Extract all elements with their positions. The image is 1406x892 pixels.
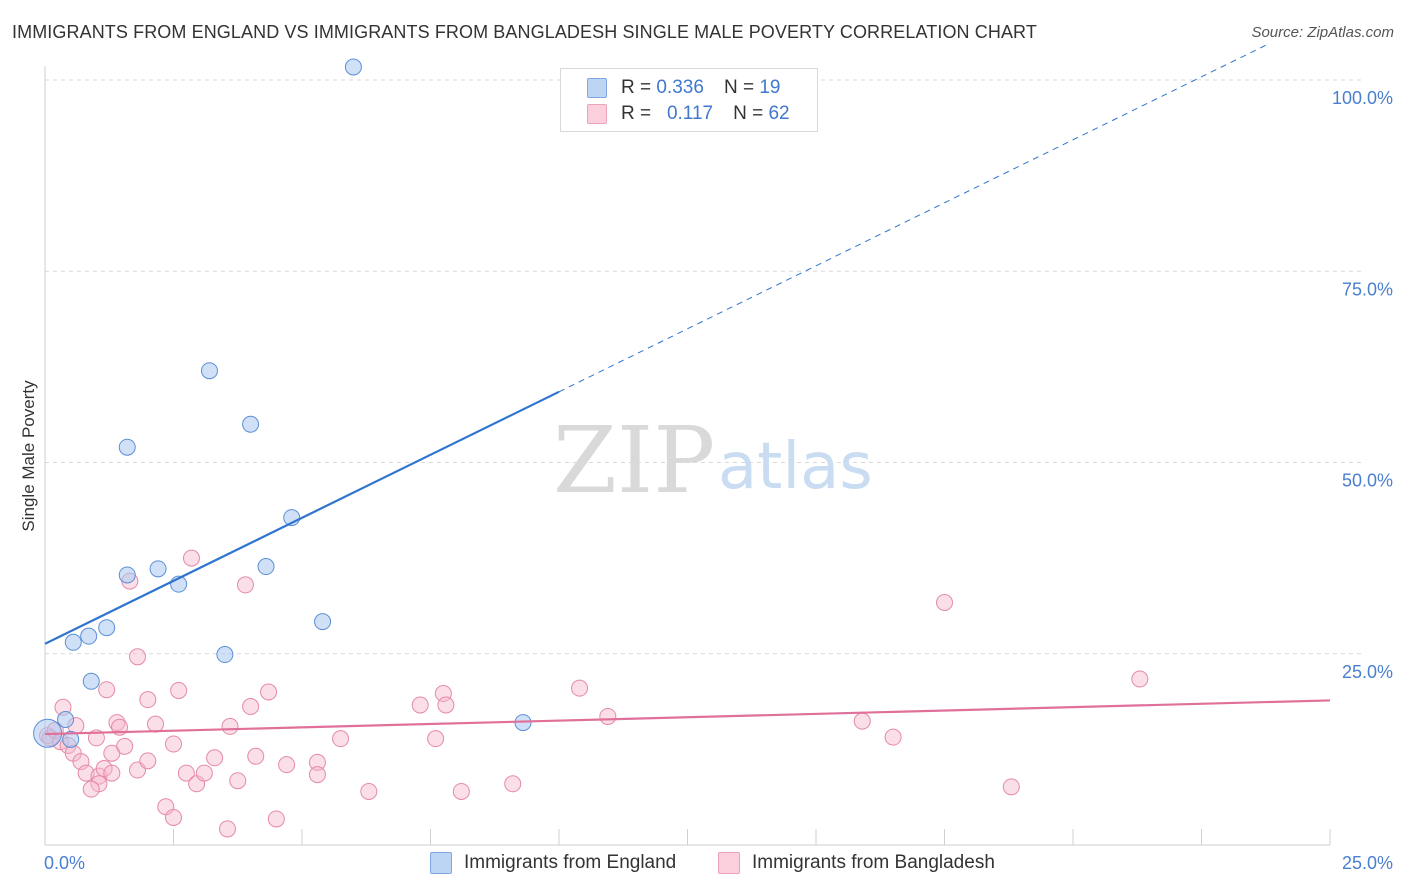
data-point-bangladesh <box>308 753 326 771</box>
data-point-england <box>64 633 82 651</box>
data-point-bangladesh <box>82 780 100 798</box>
legend-r-value-england: 0.336 <box>656 77 704 98</box>
legend-n-value-bangladesh: 62 <box>768 103 790 124</box>
x-tick-label-max: 25.0% <box>1342 853 1393 873</box>
data-point-bangladesh <box>129 648 147 666</box>
data-point-bangladesh <box>504 775 522 793</box>
watermark-zip: ZIP <box>553 407 715 514</box>
legend-row-england: R = 0.336 N = 19 <box>587 76 780 100</box>
y-tick-label: 50.0% <box>1342 471 1393 491</box>
data-point-bangladesh <box>260 683 278 701</box>
source-label: Source: ZipAtlas.com <box>1251 24 1394 41</box>
data-point-bangladesh <box>236 576 254 594</box>
data-point-bangladesh <box>206 749 224 767</box>
legend-item-england[interactable]: Immigrants from England <box>430 852 676 874</box>
data-point-bangladesh <box>139 752 157 770</box>
legend-row-bangladesh: R = 0.117 N = 62 <box>587 102 790 126</box>
data-point-bangladesh <box>360 782 378 800</box>
data-point-bangladesh <box>437 696 455 714</box>
data-point-bangladesh <box>247 747 265 765</box>
data-point-england <box>57 711 75 729</box>
data-point-bangladesh <box>182 549 200 567</box>
data-point-bangladesh <box>1002 778 1020 796</box>
legend-stats: R = 0.336 N = 19 R = 0.117 N = 62 <box>560 68 818 132</box>
y-axis-label: Single Male Poverty <box>19 380 38 532</box>
data-point-bangladesh <box>267 810 285 828</box>
data-point-england <box>80 627 98 645</box>
tick-labels: 100.0% 75.0% 50.0% 25.0% 0.0% 25.0% <box>44 88 1393 873</box>
data-point-england <box>314 613 332 631</box>
data-point-bangladesh <box>452 782 470 800</box>
legend-label-bangladesh: Immigrants from Bangladesh <box>752 852 995 873</box>
data-point-bangladesh <box>411 696 429 714</box>
data-point-bangladesh <box>308 766 326 784</box>
data-point-england <box>257 558 275 576</box>
data-point-bangladesh <box>221 717 239 735</box>
legend-label-england: Immigrants from England <box>464 852 677 873</box>
data-point-bangladesh <box>165 735 182 753</box>
data-point-bangladesh <box>98 681 116 699</box>
trendline-bangladesh <box>44 699 1331 736</box>
data-point-bangladesh <box>599 707 617 725</box>
y-tick-label: 100.0% <box>1332 88 1393 108</box>
legend-swatch-bangladesh <box>587 104 607 124</box>
data-point-bangladesh <box>1131 670 1149 688</box>
data-point-bangladesh <box>229 772 247 790</box>
legend-n-value-england: 19 <box>759 77 781 98</box>
data-point-bangladesh <box>242 698 260 716</box>
y-axis-title: Single Male Poverty <box>19 380 38 532</box>
legend-r-value-bangladesh: 0.117 <box>666 103 714 124</box>
trend-lines <box>44 43 1331 736</box>
data-point-bangladesh <box>139 691 157 709</box>
y-tick-label: 75.0% <box>1342 279 1393 299</box>
series-england-points <box>33 58 532 748</box>
legend-r-label: R = <box>621 77 652 98</box>
data-point-england <box>98 619 116 637</box>
data-point-england <box>118 438 136 456</box>
legend-swatch-england <box>587 78 607 98</box>
data-point-england <box>149 560 167 578</box>
data-point-bangladesh <box>108 714 126 732</box>
data-point-bangladesh <box>195 764 213 782</box>
data-point-england <box>118 566 136 584</box>
data-point-bangladesh <box>853 712 871 730</box>
trendline-england <box>44 390 560 645</box>
chart-title: IMMIGRANTS FROM ENGLAND VS IMMIGRANTS FR… <box>12 22 1037 42</box>
data-point-bangladesh <box>77 764 95 782</box>
data-point-england <box>242 415 260 433</box>
series-bangladesh-points <box>39 549 1149 838</box>
data-point-bangladesh <box>165 808 182 826</box>
data-point-bangladesh <box>884 728 902 746</box>
data-point-england <box>62 730 80 748</box>
legend-n-label: N = <box>723 77 755 98</box>
data-point-bangladesh <box>218 820 236 838</box>
data-point-bangladesh <box>427 730 445 748</box>
data-point-bangladesh <box>177 764 195 782</box>
legend-swatch-england <box>430 852 452 874</box>
data-point-bangladesh <box>170 681 188 699</box>
data-point-england <box>82 672 100 690</box>
data-point-bangladesh <box>936 593 953 611</box>
data-point-england <box>200 362 218 380</box>
y-tick-label: 25.0% <box>1342 662 1393 682</box>
data-point-bangladesh <box>147 715 165 733</box>
data-point-bangladesh <box>116 737 134 755</box>
legend-n-label: N = <box>733 103 764 124</box>
x-tick-label-min: 0.0% <box>44 853 85 873</box>
data-point-england <box>344 58 362 76</box>
gridlines <box>45 79 1365 655</box>
data-point-bangladesh <box>103 764 121 782</box>
data-point-england <box>216 646 234 664</box>
legend-item-bangladesh[interactable]: Immigrants from Bangladesh <box>718 852 995 874</box>
data-point-bangladesh <box>571 679 589 697</box>
axes <box>44 66 1331 846</box>
data-point-bangladesh <box>278 756 296 774</box>
watermark-atlas: atlas <box>718 430 873 504</box>
data-point-bangladesh <box>332 730 350 748</box>
legend-swatch-bangladesh <box>718 852 740 874</box>
legend-r-label: R = <box>621 103 652 124</box>
series-legend: Immigrants from England Immigrants from … <box>0 852 1406 878</box>
